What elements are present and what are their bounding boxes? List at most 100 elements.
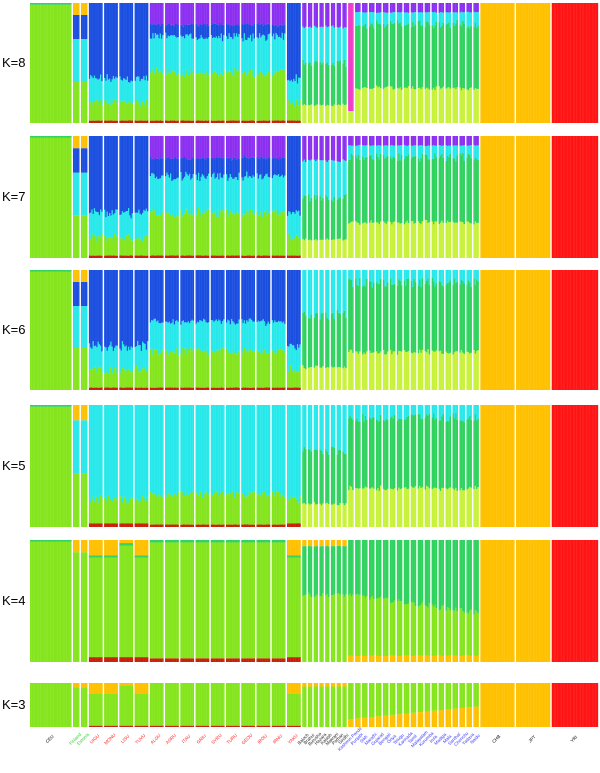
admixture-bar-segment xyxy=(295,255,298,258)
admixture-bar-segment xyxy=(230,24,233,38)
admixture-bar-segment xyxy=(229,210,232,256)
admixture-bar-segment xyxy=(173,216,176,256)
admixture-bar-segment xyxy=(153,270,155,319)
admixture-bar-segment xyxy=(316,270,318,313)
admixture-bar-segment xyxy=(551,136,554,258)
admixture-bar-segment xyxy=(424,27,427,89)
admixture-bar-segment xyxy=(476,270,478,280)
admixture-bar-segment xyxy=(83,420,85,474)
admixture-bar-segment xyxy=(434,419,436,488)
admixture-bar-segment xyxy=(60,270,63,272)
admixture-bar-segment xyxy=(144,497,146,524)
admixture-bar-segment xyxy=(332,405,334,447)
admixture-bar-segment xyxy=(313,405,316,450)
admixture-bar-segment xyxy=(474,414,477,486)
admixture-bar-segment xyxy=(142,255,144,258)
admixture-bar-segment xyxy=(129,387,131,390)
admixture-bar-segment xyxy=(364,87,367,123)
admixture-bar-segment xyxy=(185,387,187,390)
admixture-bar-segment xyxy=(125,103,127,121)
admixture-bar-segment xyxy=(412,3,414,13)
admixture-bar-segment xyxy=(154,349,157,388)
admixture-bar-segment xyxy=(227,387,229,390)
admixture-bar-segment xyxy=(320,367,323,390)
admixture-bar-segment xyxy=(59,271,61,390)
admixture-bar-segment xyxy=(143,555,145,558)
admixture-bar-segment xyxy=(399,270,402,281)
admixture-bar-segment xyxy=(69,136,71,138)
admixture-bar-segment xyxy=(243,33,246,72)
admixture-bar-segment xyxy=(417,20,420,89)
admixture-bar-segment xyxy=(69,405,71,407)
admixture-bar-segment xyxy=(319,270,321,320)
admixture-bar-segment xyxy=(195,136,197,159)
admixture-bar-segment xyxy=(267,524,270,527)
admixture-bar-segment xyxy=(463,405,465,423)
admixture-bar-segment xyxy=(336,199,339,239)
admixture-bar-segment xyxy=(233,33,235,68)
admixture-bar-segment xyxy=(92,555,94,558)
admixture-bar-segment xyxy=(272,524,275,527)
admixture-bar-segment xyxy=(60,4,63,123)
admixture-bar-segment xyxy=(195,405,197,493)
admixture-bar-segment xyxy=(218,136,220,158)
admixture-bar-segment xyxy=(384,87,386,123)
admixture-bar-segment xyxy=(291,102,294,121)
admixture-bar-segment xyxy=(242,387,244,390)
admixture-bar-segment xyxy=(241,3,243,24)
admixture-bar-segment xyxy=(153,493,155,525)
admixture-bar-segment xyxy=(107,3,110,80)
admixture-bar-segment xyxy=(378,405,381,422)
admixture-bar-segment xyxy=(190,493,192,525)
admixture-bar-segment xyxy=(137,3,139,77)
admixture-bar-segment xyxy=(564,136,567,258)
admixture-bar-segment xyxy=(230,73,233,121)
admixture-bar-segment xyxy=(476,420,478,489)
admixture-bar-segment xyxy=(410,405,413,415)
admixture-bar-segment xyxy=(375,490,378,527)
admixture-bar-segment xyxy=(160,3,163,24)
admixture-bar-segment xyxy=(371,12,374,25)
admixture-bar-segment xyxy=(428,270,431,286)
admixture-bar-segment xyxy=(405,25,407,88)
admixture-bar-segment xyxy=(235,177,238,213)
admixture-bar-segment xyxy=(216,524,219,527)
admixture-bar-segment xyxy=(561,405,563,527)
admixture-bar-segment xyxy=(66,4,68,123)
admixture-bar-segment xyxy=(168,352,171,388)
admixture-bar-segment xyxy=(410,352,413,390)
admixture-bar-segment xyxy=(154,24,157,33)
admixture-bar-segment xyxy=(223,120,225,123)
admixture-bar-segment xyxy=(393,351,396,390)
admixture-bar-segment xyxy=(125,3,127,80)
admixture-bar-segment xyxy=(339,270,341,314)
admixture-bar-segment xyxy=(31,270,33,272)
admixture-bar-segment xyxy=(322,197,324,240)
admixture-bar-segment xyxy=(294,120,296,123)
admixture-bar-segment xyxy=(201,351,204,388)
admixture-bar-segment xyxy=(233,136,235,158)
admixture-bar-segment xyxy=(233,524,235,527)
admixture-bar-segment xyxy=(272,255,275,258)
admixture-bar-segment xyxy=(173,494,176,525)
admixture-bar-segment xyxy=(449,3,452,13)
admixture-bar-segment xyxy=(563,136,565,258)
admixture-bar-segment xyxy=(568,136,570,258)
admixture-bar-segment xyxy=(470,270,472,287)
admixture-bar-segment xyxy=(90,405,92,503)
admixture-bar-segment xyxy=(289,343,291,366)
admixture-bar-segment xyxy=(58,4,60,123)
admixture-bar-segment xyxy=(266,215,268,256)
admixture-bar-segment xyxy=(205,387,207,390)
admixture-bar-segment xyxy=(396,490,399,527)
admixture-bar-segment xyxy=(261,136,263,158)
admixture-bar-segment xyxy=(452,413,454,489)
admixture-bar-segment xyxy=(276,387,279,390)
admixture-bar-segment xyxy=(357,421,360,489)
admixture-bar-segment xyxy=(483,136,486,258)
admixture-bar-segment xyxy=(289,240,291,256)
admixture-bar-segment xyxy=(51,137,53,258)
admixture-bar-segment xyxy=(432,270,435,282)
admixture-bar-segment xyxy=(494,405,497,527)
admixture-bar-segment xyxy=(229,353,232,388)
